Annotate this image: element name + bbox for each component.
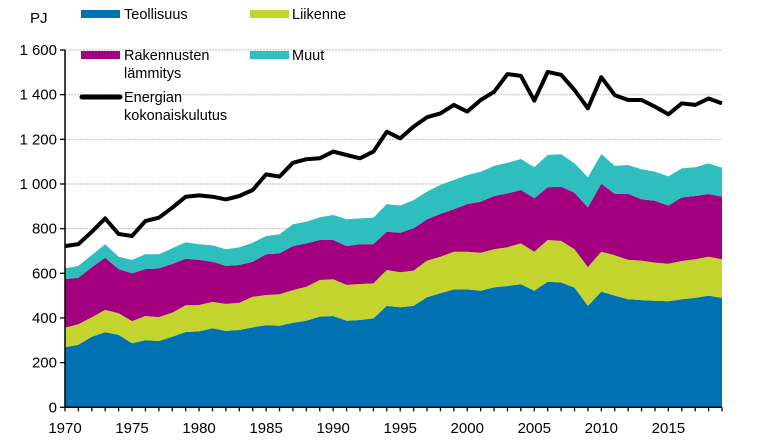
legend-label: Teollisuus (124, 7, 188, 23)
legend-item: Rakennusten lämmitys (81, 48, 209, 82)
total-line (64, 69, 723, 249)
area-rakennusten-lämmitys (65, 183, 722, 328)
x-tick-label: 2015 (652, 420, 685, 437)
legend-item: Liikenne (250, 7, 346, 23)
axes: 0 200 400 600 800 1 000 1 200 1 400 1 600 1970 197… (19, 42, 723, 437)
x-tick-label: 2010 (585, 420, 618, 437)
y-tick-label: 200 (32, 355, 57, 372)
area-teollisuus (65, 281, 722, 408)
area-liikenne (65, 240, 722, 348)
legend-swatch (81, 10, 120, 18)
x-tick-label: 1980 (182, 420, 215, 437)
x-tick-label: 2005 (518, 420, 551, 437)
legend-label: Energian (124, 90, 182, 106)
legend-swatch (250, 51, 289, 59)
legend-item: Teollisuus (81, 7, 188, 23)
y-tick-label: 400 (32, 310, 57, 327)
stacked-areas (65, 154, 722, 408)
legend-label: kokonaiskulutus (124, 108, 227, 124)
x-tick-label: 1985 (249, 420, 282, 437)
legend-label: Muut (292, 48, 324, 64)
y-tick-label: 0 (49, 399, 57, 416)
y-tick-label: 600 (32, 265, 57, 282)
total-consumption-line (64, 69, 723, 249)
legend-item: Muut (250, 48, 324, 64)
y-tick-label: 1 600 (19, 42, 57, 59)
legend-label: lämmitys (124, 66, 181, 82)
legend-label: Rakennusten (124, 48, 209, 64)
y-tick-label: 1 400 (19, 87, 57, 104)
x-tick-label: 1995 (384, 420, 417, 437)
y-tick-label: 1 000 (19, 176, 57, 193)
x-tick-label: 1975 (115, 420, 148, 437)
y-tick-label: 1 200 (19, 131, 57, 148)
legend-item: Energian kokonaiskulutus (79, 90, 227, 124)
legend-swatch (81, 51, 120, 59)
y-tick-label: 800 (32, 221, 57, 238)
legend: Teollisuus Liikenne Rakennusten lämmitys Muu… (79, 7, 346, 124)
y-axis-unit-label: PJ (30, 10, 48, 27)
x-tick-label: 1970 (48, 420, 81, 437)
x-tick-label: 1990 (316, 420, 349, 437)
legend-label: Liikenne (292, 7, 346, 23)
area-muut (65, 154, 722, 280)
legend-swatch (250, 10, 289, 18)
x-tick-label: 2000 (451, 420, 484, 437)
